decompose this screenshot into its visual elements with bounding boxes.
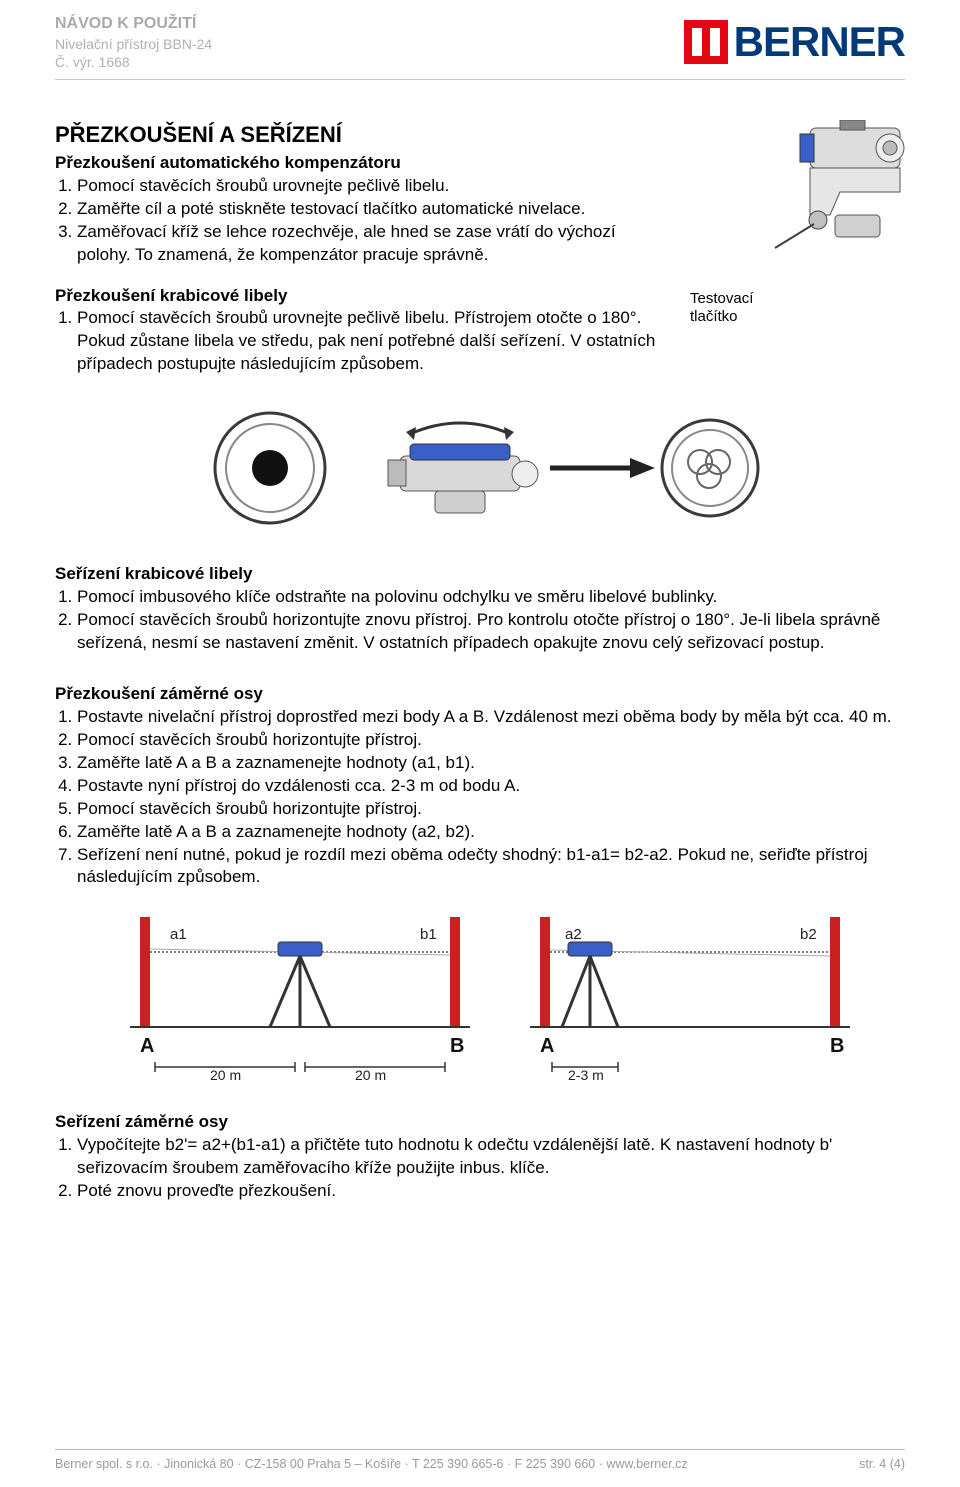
sec4-list: Postavte nivelační přístroj doprostřed m…	[55, 706, 905, 890]
sec2-list: Pomocí stavěcích šroubů urovnejte pečliv…	[55, 307, 672, 376]
list-item: Zaměřovací kříž se lehce rozechvěje, ale…	[77, 221, 672, 267]
svg-text:2-3 m: 2-3 m	[568, 1067, 604, 1082]
sec1-title: Přezkoušení automatického kompenzátoru	[55, 152, 672, 175]
footer-tel: T 225 390 665-6	[412, 1457, 504, 1471]
top-block: PŘEZKOUŠENÍ A SEŘÍZENÍ Přezkoušení autom…	[55, 120, 905, 376]
list-item: Vypočítejte b2'= a2+(b1-a1) a přičtěte t…	[77, 1134, 905, 1180]
list-item: Zaměřte latě A a B a zaznamenejte hodnot…	[77, 752, 905, 775]
footer-web: www.berner.cz	[606, 1457, 687, 1471]
manual-subtitle-1: Nivelační přístroj BBN-24	[55, 35, 212, 53]
sec2-title: Přezkoušení krabicové libely	[55, 285, 672, 308]
footer-page: str. 4 (4)	[859, 1456, 905, 1473]
list-item: Pomocí stavěcích šroubů horizontujte pří…	[77, 729, 905, 752]
list-item: Postavte nivelační přístroj doprostřed m…	[77, 706, 905, 729]
page-header: NÁVOD K POUŽITÍ Nivelační přístroj BBN-2…	[0, 0, 960, 71]
svg-text:20 m: 20 m	[210, 1067, 241, 1082]
sec3-list: Pomocí imbusového klíče odstraňte na pol…	[55, 586, 905, 655]
bubble-level-icon	[200, 398, 760, 538]
sec5-title: Seřízení záměrné osy	[55, 1111, 905, 1134]
svg-text:b2: b2	[800, 926, 817, 943]
list-item: Seřízení není nutné, pokud je rozdíl mez…	[77, 844, 905, 890]
content: PŘEZKOUŠENÍ A SEŘÍZENÍ Přezkoušení autom…	[0, 80, 960, 1203]
footer-city: CZ-158 00 Praha 5 – Košíře	[245, 1457, 401, 1471]
sec4-title: Přezkoušení záměrné osy	[55, 683, 905, 706]
sec1-list: Pomocí stavěcích šroubů urovnejte pečliv…	[55, 175, 672, 267]
footer-addr: Jinonická 80	[164, 1457, 234, 1471]
manual-title: NÁVOD K POUŽITÍ	[55, 14, 212, 35]
svg-text:20 m: 20 m	[355, 1067, 386, 1082]
caption-line2: tlačítko	[690, 308, 738, 325]
list-item: Pomocí stavěcích šroubů horizontujte zno…	[77, 609, 905, 655]
axis-diagram: a1 b1 A B 20 m 20 m	[55, 907, 905, 1089]
manual-subtitle-2: Č. výr. 1668	[55, 53, 212, 71]
list-item: Pomocí imbusového klíče odstraňte na pol…	[77, 586, 905, 609]
sec5-list: Vypočítejte b2'= a2+(b1-a1) a přičtěte t…	[55, 1134, 905, 1203]
brand-logo: BERNER	[684, 14, 905, 71]
level-device-icon	[690, 120, 905, 285]
sight-axis-icon: a1 b1 A B 20 m 20 m	[100, 907, 860, 1082]
footer-fax: F 225 390 660	[515, 1457, 596, 1471]
sec3-title: Seřízení krabicové libely	[55, 563, 905, 586]
list-item: Zaměřte cíl a poté stiskněte testovací t…	[77, 198, 672, 221]
page-footer: Berner spol. s r.o. · Jinonická 80 · CZ-…	[55, 1449, 905, 1473]
logo-text: BERNER	[734, 14, 905, 71]
logo-mark-icon	[684, 20, 728, 64]
list-item: Postavte nyní přístroj do vzdálenosti cc…	[77, 775, 905, 798]
svg-text:B: B	[830, 1035, 844, 1057]
side-figure: Testovací tlačítko	[690, 120, 905, 326]
label-a1: a1	[170, 926, 187, 943]
caption-line1: Testovací	[690, 290, 753, 307]
footer-company: Berner spol. s r.o.	[55, 1457, 153, 1471]
page-title: PŘEZKOUŠENÍ A SEŘÍZENÍ	[55, 120, 672, 150]
header-left: NÁVOD K POUŽITÍ Nivelační přístroj BBN-2…	[55, 14, 212, 71]
list-item: Poté znovu proveďte přezkoušení.	[77, 1180, 905, 1203]
svg-text:a2: a2	[565, 926, 582, 943]
list-item: Pomocí stavěcích šroubů urovnejte pečliv…	[77, 307, 672, 376]
label-A: A	[140, 1035, 154, 1057]
list-item: Pomocí stavěcích šroubů horizontujte pří…	[77, 798, 905, 821]
bubble-diagram	[55, 398, 905, 545]
label-b1: b1	[420, 926, 437, 943]
list-item: Pomocí stavěcích šroubů urovnejte pečliv…	[77, 175, 672, 198]
footer-left: Berner spol. s r.o. · Jinonická 80 · CZ-…	[55, 1456, 688, 1473]
svg-text:A: A	[540, 1035, 554, 1057]
list-item: Zaměřte latě A a B a zaznamenejte hodnot…	[77, 821, 905, 844]
label-B: B	[450, 1035, 464, 1057]
side-caption: Testovací tlačítko	[690, 290, 905, 326]
top-text: PŘEZKOUŠENÍ A SEŘÍZENÍ Přezkoušení autom…	[55, 120, 672, 376]
